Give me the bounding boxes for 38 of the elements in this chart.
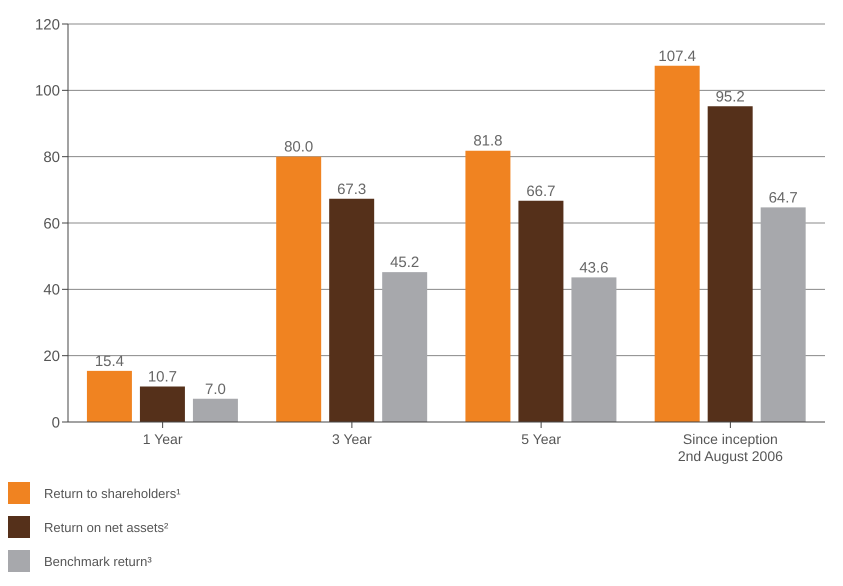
bar — [329, 198, 374, 422]
x-tick-label: 3 Year — [332, 431, 372, 447]
legend-label: Return on net assets² — [44, 520, 168, 534]
bar — [571, 277, 616, 422]
data-label: 66.7 — [526, 182, 556, 200]
y-tick-label: 40 — [43, 282, 60, 299]
data-label: 43.6 — [579, 259, 609, 276]
data-label: 45.2 — [390, 254, 420, 272]
y-tick-label: 60 — [43, 215, 60, 232]
legend-label: Return to shareholders¹ — [44, 486, 181, 500]
bar — [465, 150, 510, 422]
data-label: 15.4 — [94, 352, 124, 370]
data-label: 10.7 — [148, 368, 178, 386]
y-tick-label: 20 — [43, 348, 60, 365]
bar — [192, 398, 238, 422]
data-label: 64.7 — [768, 189, 798, 206]
y-tick-label: 120 — [34, 16, 60, 34]
y-tick-label: 0 — [52, 414, 60, 432]
bar — [518, 200, 564, 422]
x-tick-label: 5 Year — [521, 431, 562, 447]
data-label: 81.8 — [473, 132, 503, 150]
x-tick-label: Since inception 2nd August 2006 — [678, 431, 784, 464]
y-tick-label: 80 — [43, 148, 60, 166]
bar — [760, 207, 806, 422]
x-tick-label: 1 Year — [142, 431, 183, 447]
data-label: 95.2 — [716, 88, 745, 106]
legend-label: Benchmark return³ — [44, 554, 152, 568]
data-label: 67.3 — [337, 180, 366, 198]
data-label: 80.0 — [284, 138, 314, 156]
bar — [708, 106, 753, 422]
bar — [140, 386, 185, 422]
bar — [382, 272, 428, 422]
y-tick-label: 100 — [34, 82, 60, 100]
bar — [654, 66, 700, 422]
data-label: 7.0 — [204, 380, 226, 398]
bar — [276, 156, 322, 422]
bar — [86, 370, 132, 422]
data-label: 107.4 — [658, 48, 696, 65]
